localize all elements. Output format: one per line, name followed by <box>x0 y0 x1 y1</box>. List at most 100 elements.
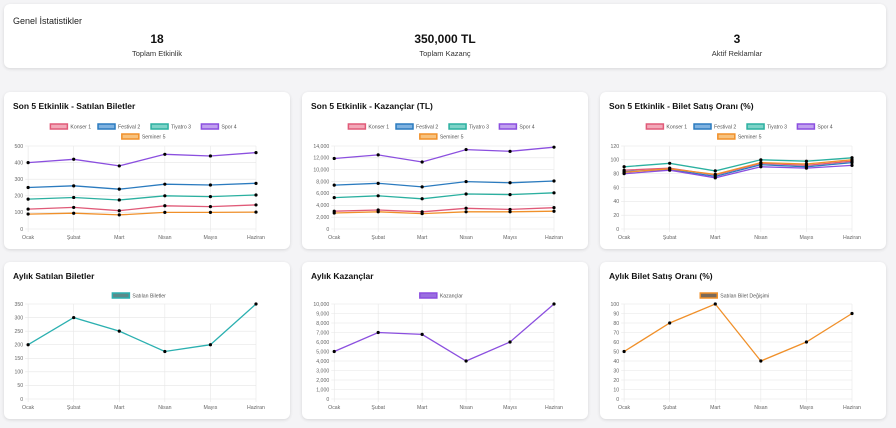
x-tick-label: Ocak <box>22 235 35 241</box>
x-tick-label: Haziran <box>545 405 563 411</box>
data-point <box>668 161 672 165</box>
data-point <box>713 302 717 306</box>
y-tick-label: 20 <box>613 213 619 219</box>
chart-svg: Konser 1 Festival 2 Tiyatro 3 Spor 4 Seminer… <box>14 123 265 241</box>
data-point <box>208 343 213 347</box>
series-line <box>334 146 555 163</box>
data-point <box>420 160 424 164</box>
x-tick-label: Haziran <box>247 235 265 241</box>
legend-swatch <box>395 123 414 130</box>
stat-total-events: 18 Toplam Etkinlik <box>57 32 257 58</box>
data-point <box>72 205 76 210</box>
x-tick-label: Şubat <box>67 235 81 241</box>
y-tick-label: 60 <box>613 340 619 346</box>
data-point <box>420 197 424 201</box>
legend-swatch <box>150 123 169 130</box>
x-tick-label: Nisan <box>754 235 767 241</box>
y-tick-label: 100 <box>14 210 23 216</box>
data-point <box>759 161 763 165</box>
data-point <box>850 161 854 165</box>
chart-svg: Satılan Biletler 0 50 100 150 200 250 300 350 Oca… <box>14 292 265 411</box>
data-point <box>759 359 763 363</box>
data-point <box>163 152 167 156</box>
legend-swatch <box>645 123 665 130</box>
chart-title: Aylık Bilet Satış Oranı (%) <box>609 271 713 281</box>
data-point <box>759 158 763 162</box>
chart-card-tickets-last5: Son 5 Etkinlik - Satılan Biletler Konser… <box>4 92 290 249</box>
data-point <box>117 187 121 191</box>
x-tick-label: Mart <box>417 235 428 241</box>
y-tick-label: 100 <box>14 370 23 376</box>
legend-label: Satılan Biletler <box>132 294 166 300</box>
data-point <box>72 184 76 188</box>
data-point <box>804 162 809 166</box>
stat-value: 350,000 TL <box>414 32 476 46</box>
data-point <box>552 191 556 195</box>
data-point <box>26 185 30 190</box>
data-point <box>713 176 717 180</box>
legend-swatch <box>498 123 518 130</box>
data-point <box>376 181 380 185</box>
series-line <box>27 303 257 353</box>
legend-label: Konser 1 <box>70 125 91 131</box>
chart-card-earnings-last5: Son 5 Etkinlik - Kazançlar (TL) Konser 1… <box>302 92 588 249</box>
y-tick-label: 0 <box>326 227 329 233</box>
y-tick-label: 500 <box>14 144 23 150</box>
data-point <box>420 332 424 336</box>
y-tick-label: 80 <box>613 171 619 177</box>
y-tick-label: 300 <box>14 315 23 321</box>
data-point <box>208 195 213 199</box>
y-tick-label: 40 <box>613 359 619 365</box>
series-line <box>333 303 555 362</box>
data-point <box>117 213 121 217</box>
chart-title: Son 5 Etkinlik - Satılan Biletler <box>13 101 136 111</box>
y-tick-label: 9,000 <box>316 311 329 317</box>
chart-title: Son 5 Etkinlik - Bilet Satış Oranı (%) <box>609 101 754 111</box>
data-point <box>26 207 30 211</box>
data-point <box>117 329 121 333</box>
chart-card-monthly-tickets: Aylık Satılan Biletler Satılan Biletler 0… <box>4 262 290 419</box>
x-tick-label: Mart <box>710 235 721 241</box>
legend-swatch <box>448 123 467 130</box>
x-tick-label: Şubat <box>663 235 677 241</box>
x-tick-label: Şubat <box>67 405 81 411</box>
data-point <box>26 343 30 347</box>
data-point <box>464 192 468 196</box>
x-tick-label: Mart <box>114 235 125 241</box>
stat-label: Toplam Kazanç <box>419 49 471 58</box>
legend-swatch <box>796 123 816 130</box>
x-tick-label: Şubat <box>371 405 385 411</box>
y-tick-label: 8,000 <box>316 321 329 327</box>
y-tick-label: 10 <box>613 387 619 393</box>
data-point <box>163 194 167 198</box>
legend-swatch <box>419 292 438 299</box>
y-tick-label: 300 <box>14 177 23 183</box>
data-point <box>254 210 258 214</box>
data-point <box>26 197 30 201</box>
y-tick-label: 8,000 <box>316 179 329 185</box>
y-tick-label: 12,000 <box>313 156 329 162</box>
y-tick-label: 70 <box>613 330 619 336</box>
chart-svg: Konser 1 Festival 2 Tiyatro 3 Spor 4 Seminer… <box>610 123 861 241</box>
data-point <box>464 206 468 210</box>
series-line <box>334 180 555 188</box>
data-point <box>376 153 380 157</box>
chart-title: Aylık Satılan Biletler <box>13 271 95 281</box>
y-tick-label: 80 <box>613 321 619 327</box>
chart-title: Son 5 Etkinlik - Kazançlar (TL) <box>311 101 433 111</box>
data-point <box>464 179 468 184</box>
data-point <box>668 167 672 171</box>
stat-total-earnings: 350,000 TL Toplam Kazanç <box>345 32 545 58</box>
data-point <box>163 204 167 208</box>
series-line <box>334 210 555 215</box>
legend-label: Tiyatro 3 <box>767 125 787 131</box>
legend-swatch <box>111 292 131 299</box>
series-line <box>334 192 555 200</box>
data-point <box>622 349 626 354</box>
y-tick-label: 10,000 <box>313 168 329 174</box>
data-point <box>508 210 512 214</box>
x-tick-label: Haziran <box>247 405 265 411</box>
y-tick-label: 3,000 <box>316 368 329 374</box>
series-line <box>624 157 853 172</box>
data-point <box>508 207 512 212</box>
